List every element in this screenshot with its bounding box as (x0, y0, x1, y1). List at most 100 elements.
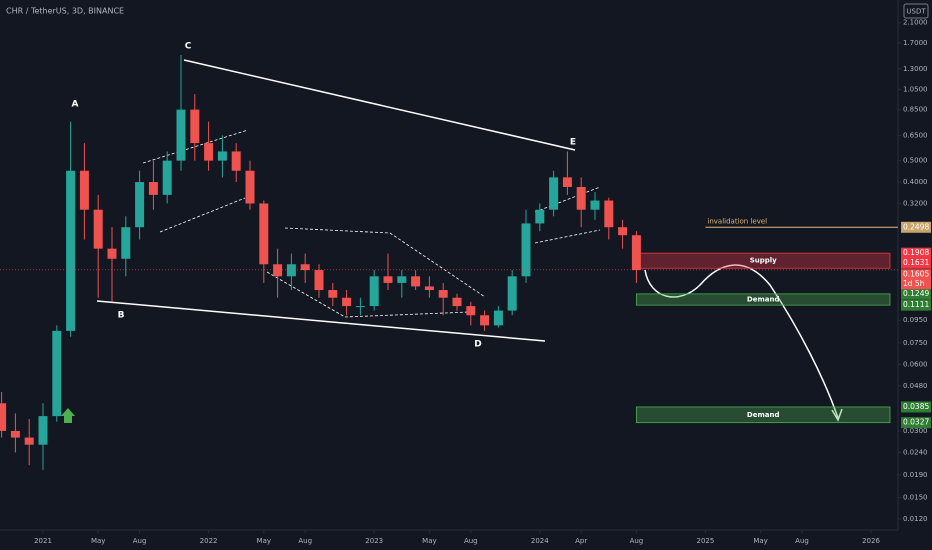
x-tick-label: 2024 (531, 537, 549, 545)
candle-body (24, 437, 34, 445)
candle-body (121, 227, 131, 259)
projection-arrow (644, 264, 839, 419)
candle-body (562, 177, 572, 187)
candle-body (328, 290, 338, 298)
y-tick-label: 1.7000 (903, 39, 928, 47)
x-tick-label: 2023 (365, 537, 383, 545)
price-tag (901, 221, 931, 233)
price-tag-label: 0.1249 (903, 289, 929, 298)
up-arrow-icon (61, 408, 75, 423)
candle-body (79, 170, 89, 210)
currency-label[interactable]: USDT (906, 8, 926, 16)
candle-body (604, 200, 614, 228)
candle-body (231, 151, 241, 171)
candle-body (38, 416, 48, 445)
price-tag-label: 0.1908 (903, 248, 929, 257)
price-tag (901, 247, 931, 259)
candle-body (355, 306, 365, 308)
candle-body (66, 170, 76, 331)
y-tick-label: 1.0500 (903, 85, 928, 93)
candle-body (148, 182, 158, 195)
price-tag (901, 257, 931, 269)
zone-label: Demand (747, 411, 780, 419)
price-tag (901, 417, 931, 429)
candle-body (176, 109, 186, 161)
y-tick-label: 0.0150 (903, 494, 928, 502)
candle-body (107, 248, 117, 259)
x-tick-label: Aug (464, 537, 478, 545)
x-tick-label: Aug (298, 537, 312, 545)
point-label: E (570, 138, 576, 148)
candle-body (369, 276, 379, 307)
candle-body (631, 235, 641, 271)
y-tick-label: 0.0190 (903, 471, 928, 479)
x-tick-label: Aug (630, 537, 644, 545)
candle-body (259, 203, 269, 265)
candle-body (452, 297, 462, 307)
price-tag-label: 0.0385 (903, 402, 929, 411)
candle-body (521, 223, 531, 277)
y-tick-label: 0.0240 (903, 448, 928, 456)
zone (636, 293, 891, 306)
candle-body (217, 151, 227, 161)
candle-body (507, 276, 517, 311)
x-tick-label: 2021 (34, 537, 52, 545)
price-tag (901, 269, 931, 290)
trend-line (183, 59, 576, 151)
price-tag (901, 401, 931, 413)
candle-body (383, 276, 393, 283)
candle-body (549, 177, 559, 210)
candle-body (162, 160, 172, 195)
y-tick-label: 0.3200 (903, 199, 928, 207)
x-tick-label: 2025 (696, 537, 714, 545)
x-tick-label: Aug (795, 537, 809, 545)
candle-body (314, 270, 324, 291)
trend-line (96, 300, 546, 342)
x-tick-label: 2026 (862, 537, 880, 545)
price-tag-label: 0.0327 (903, 418, 929, 427)
y-tick-label: 0.8500 (903, 106, 928, 114)
price-tag (901, 299, 931, 311)
price-tag (901, 288, 931, 300)
candle-body (424, 286, 434, 291)
x-tick-label: Aug (133, 537, 147, 545)
point-label: D (474, 340, 481, 350)
candle-body (576, 186, 586, 210)
y-tick-label: 0.0120 (903, 515, 928, 523)
channel-lines (142, 129, 601, 318)
candle-body (10, 430, 20, 438)
y-tick-label: 0.0950 (903, 316, 928, 324)
candle-body (466, 306, 476, 316)
currency-button[interactable] (903, 3, 929, 19)
drawings (61, 59, 843, 423)
y-tick-label: 2.1000 (903, 19, 928, 27)
y-tick-label: 0.4000 (903, 178, 928, 186)
x-tick-label: May (257, 537, 271, 545)
candle-body (411, 276, 421, 287)
y-tick-label: 1.3000 (903, 65, 928, 73)
candle-body (618, 227, 628, 236)
candle-body (0, 403, 7, 431)
price-tag-label: 0.1631 (903, 258, 929, 267)
candle-body (52, 330, 62, 417)
zone (636, 406, 891, 424)
candle-body (245, 170, 255, 204)
candle-body (204, 143, 214, 161)
y-tick-label: 0.0750 (903, 339, 928, 347)
candle-body (590, 200, 600, 210)
candle-body (93, 209, 103, 249)
candle-body (135, 182, 145, 228)
candle-body (438, 290, 448, 298)
x-tick-label: Apr (575, 537, 587, 545)
y-tick-label: 0.0300 (903, 427, 928, 435)
y-tick-label: 0.0600 (903, 360, 928, 368)
candle-body (273, 264, 283, 277)
zone-label: Supply (750, 257, 777, 265)
x-tick-label: 2022 (200, 537, 218, 545)
y-tick-label: 0.0480 (903, 382, 928, 390)
candle-body (535, 209, 545, 224)
x-tick-label: May (91, 537, 105, 545)
candle-body (493, 310, 503, 326)
arrow-head (831, 408, 843, 422)
